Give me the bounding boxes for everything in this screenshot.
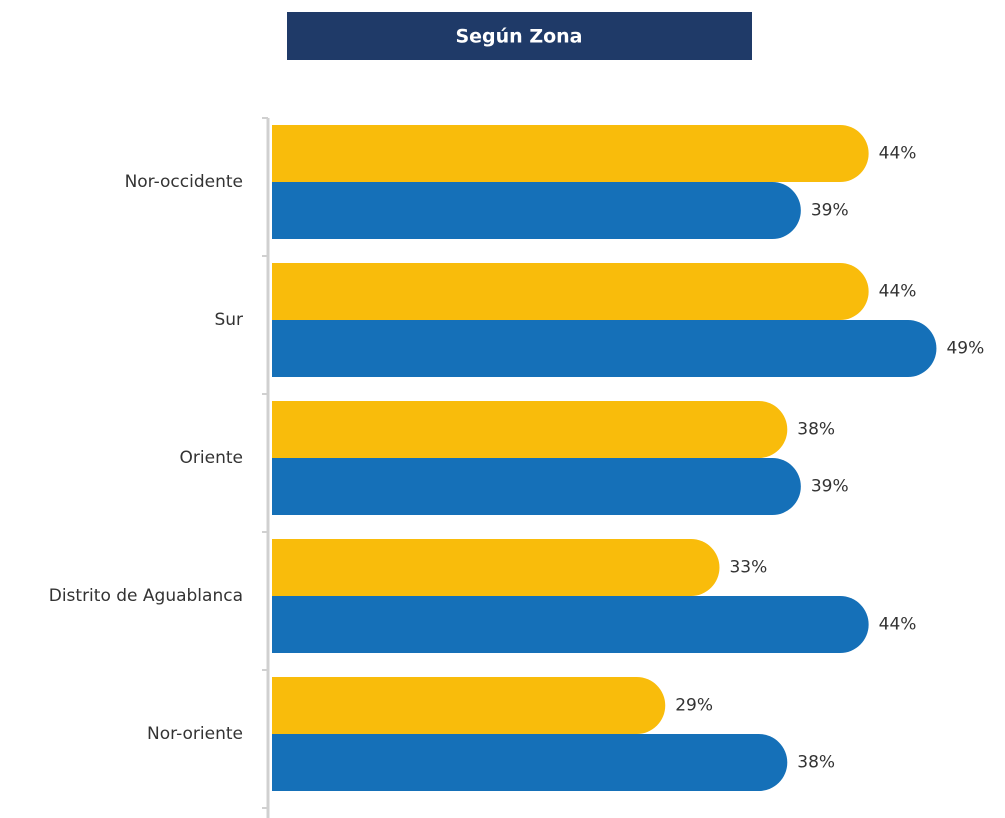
value-label: 44%	[879, 144, 917, 164]
bar	[272, 125, 869, 182]
value-label: 29%	[675, 696, 713, 716]
value-label: 39%	[811, 201, 849, 221]
bar	[272, 401, 788, 458]
bar	[272, 539, 720, 596]
value-label: 38%	[797, 753, 835, 773]
category-label: Oriente	[180, 448, 243, 468]
bar	[272, 182, 801, 240]
bar	[272, 677, 666, 734]
bar	[272, 734, 788, 791]
category-label: Nor-oriente	[147, 724, 243, 744]
category-label: Distrito de Aguablanca	[49, 586, 243, 606]
bar	[272, 320, 937, 377]
bar	[272, 596, 869, 653]
value-label: 49%	[946, 339, 984, 359]
value-label: 44%	[879, 282, 917, 302]
category-label: Sur	[214, 310, 243, 330]
bar	[272, 458, 801, 515]
value-label: 44%	[879, 615, 917, 635]
value-label: 33%	[729, 558, 767, 578]
value-label: 38%	[797, 420, 835, 440]
bar	[272, 263, 869, 320]
value-label: 39%	[811, 477, 849, 497]
title-band	[287, 12, 752, 60]
category-label: Nor-occidente	[125, 172, 243, 192]
chart-title: Según Zona	[455, 26, 582, 48]
